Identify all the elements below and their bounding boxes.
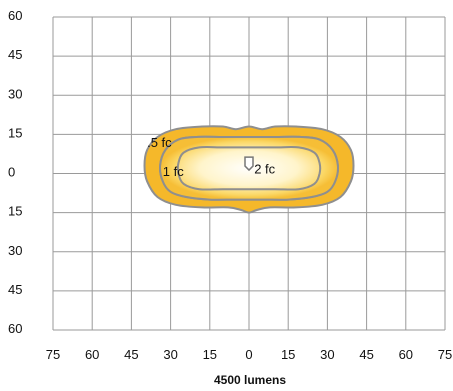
y-tick-label: 30	[8, 243, 22, 258]
y-tick-label: 60	[8, 8, 22, 23]
fixture-marker	[244, 156, 254, 172]
x-tick-label: 45	[124, 347, 138, 362]
x-tick-label: 60	[85, 347, 99, 362]
x-tick-label: 60	[399, 347, 413, 362]
y-tick-label: 0	[8, 165, 15, 180]
chart-caption: 4500 lumens	[214, 373, 286, 387]
x-tick-label: 15	[203, 347, 217, 362]
x-tick-label: 15	[281, 347, 295, 362]
y-tick-label: 45	[8, 282, 22, 297]
x-tick-label: 45	[359, 347, 373, 362]
y-tick-label: 60	[8, 321, 22, 336]
contour-label: 1 fc	[163, 164, 184, 179]
fixture-icon	[244, 156, 254, 172]
y-tick-label: 30	[8, 86, 22, 101]
x-tick-label: 0	[245, 347, 252, 362]
contour-labels: .5 fc 1 fc 2 fc	[147, 135, 276, 179]
x-tick-label: 75	[438, 347, 452, 362]
contour-line	[176, 146, 322, 191]
y-tick-label: 15	[8, 204, 22, 219]
x-tick-label: 75	[46, 347, 60, 362]
y-tick-label: 45	[8, 47, 22, 62]
x-tick-label: 30	[163, 347, 177, 362]
axis-ticks: 75 60 45 30 15 0 15 30 45 60 75 60 45 30 15 0 15 30 45 60	[8, 8, 452, 362]
x-tick-label: 30	[320, 347, 334, 362]
contour-line	[159, 135, 339, 201]
contour-label: 2 fc	[254, 161, 275, 176]
y-tick-label: 15	[8, 125, 22, 140]
contour-label: .5 fc	[147, 135, 172, 150]
